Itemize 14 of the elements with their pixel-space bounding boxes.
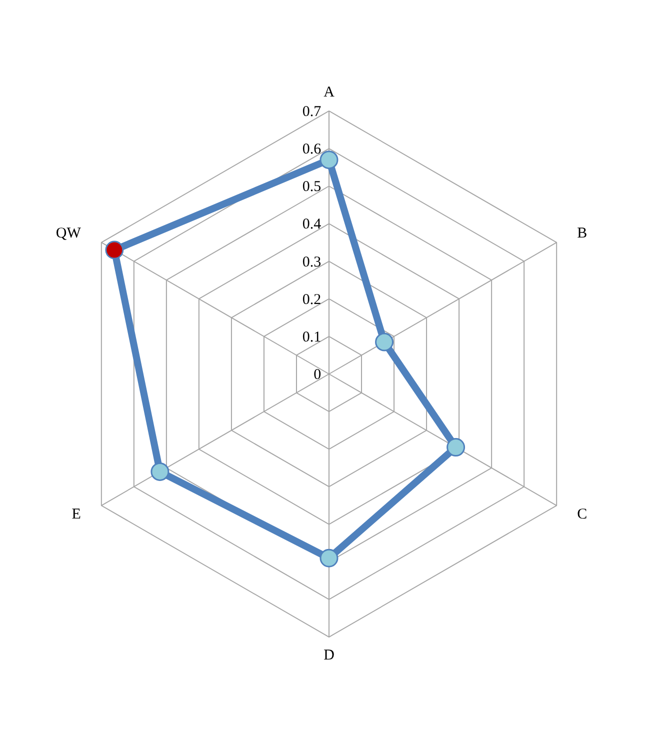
- y-tick-label: 0.4: [302, 216, 322, 233]
- y-tick-label: 0: [314, 367, 322, 383]
- y-tick-label: 0.5: [302, 179, 322, 196]
- y-tick-label: 0.7: [302, 104, 322, 120]
- spoke-label: A: [324, 84, 335, 101]
- spoke-label: B: [577, 225, 588, 242]
- spoke-label: QW: [56, 225, 82, 242]
- spoke-label: C: [577, 506, 588, 523]
- y-tick-label: 0.6: [302, 142, 322, 158]
- spoke-label: D: [324, 647, 335, 664]
- spoke-label: E: [72, 506, 81, 523]
- y-tick-label: 0.1: [302, 329, 322, 346]
- y-tick-label: 0.3: [302, 254, 322, 270]
- y-tick-label: 0.2: [302, 292, 322, 308]
